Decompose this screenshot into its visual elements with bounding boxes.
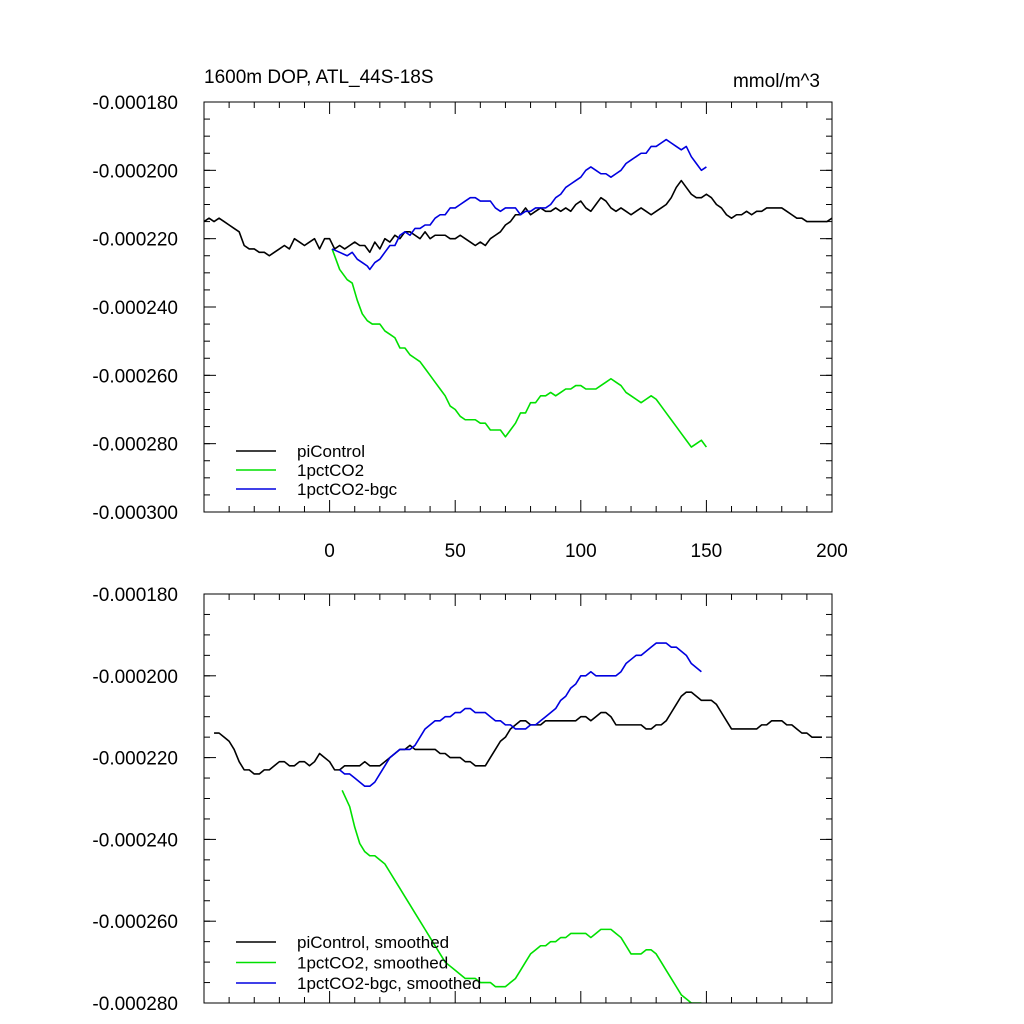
series-line-2 (331, 248, 708, 448)
series-line-1 (214, 691, 822, 775)
y-tick-label: -0.000180 (92, 585, 178, 606)
series-line-2 (341, 789, 702, 1003)
plot-area: -0.000180 -0.000200 -0.000220 -0.000240 -0.0… (92, 585, 833, 1015)
x-tick-label: 50 (445, 541, 466, 562)
y-tick-label: -0.000300 (92, 503, 178, 524)
series-line-3 (331, 138, 707, 271)
y-tick-label: -0.000240 (92, 298, 178, 319)
y-tick-label: -0.000180 (92, 93, 178, 114)
legend-label: 1pctCO2 (297, 461, 364, 480)
bottom-panel: -0.000180 -0.000200 -0.000220 -0.000240 -0.0… (92, 585, 833, 1015)
top-panel: 1600m DOP, ATL_44S-18S mmol/m^3 -0.00018… (92, 67, 847, 562)
chart-title: 1600m DOP, ATL_44S-18S (204, 67, 434, 88)
legend-label: 1pctCO2, smoothed (297, 954, 448, 973)
series-line-1 (204, 179, 832, 257)
plot-area: -0.000180 -0.000200 -0.000220 -0.000240 -0.0… (92, 93, 847, 562)
legend-label: piControl (297, 442, 365, 461)
units-label: mmol/m^3 (733, 71, 820, 92)
y-tick-label: -0.000240 (92, 830, 178, 851)
series-line-3 (339, 642, 702, 788)
x-tick-label: 200 (816, 541, 848, 562)
y-tick-label: -0.000260 (92, 366, 178, 387)
y-tick-label: -0.000260 (92, 912, 178, 933)
plot-frame (203, 101, 833, 513)
x-tick-label: 150 (691, 541, 723, 562)
y-tick-label: -0.000280 (92, 435, 178, 456)
x-tick-label: 100 (565, 541, 597, 562)
y-tick-label: -0.000220 (92, 230, 178, 251)
y-tick-label: -0.000200 (92, 667, 178, 688)
plot-frame (203, 593, 833, 1004)
legend-label: piControl, smoothed (297, 933, 449, 952)
legend-label: 1pctCO2-bgc (297, 480, 398, 499)
x-tick-label: 0 (324, 541, 335, 562)
legend-label: 1pctCO2-bgc, smoothed (297, 974, 481, 993)
y-tick-label: -0.000200 (92, 161, 178, 182)
y-tick-label: -0.000280 (92, 994, 178, 1015)
y-tick-label: -0.000220 (92, 749, 178, 770)
legend: piControl, smoothed 1pctCO2, smoothed1pct… (236, 933, 481, 993)
